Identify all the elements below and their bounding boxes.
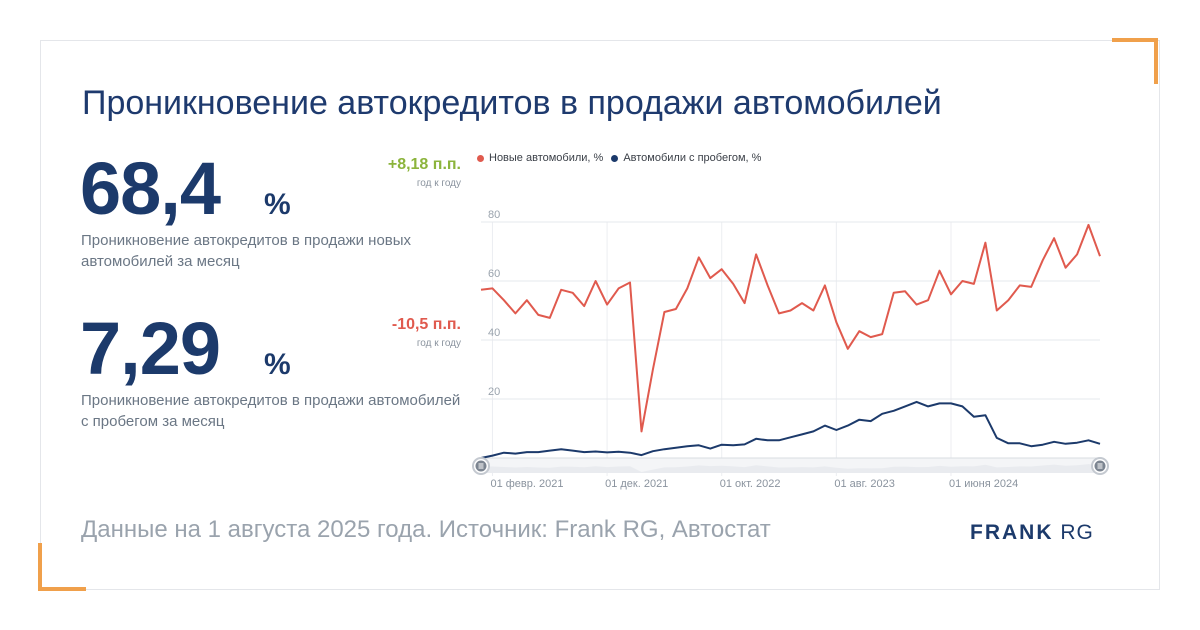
legend-item-new[interactable]: Новые автомобили, % xyxy=(477,152,603,164)
x-tick-label: 01 июня 2024 xyxy=(949,478,1018,490)
kpi-new-value: 68,4 xyxy=(80,147,221,230)
frank-rg-logo: FRANK RG xyxy=(970,521,1094,544)
kpi-used-delta-note: год к году xyxy=(416,338,461,349)
x-tick-label: 01 окт. 2022 xyxy=(720,478,781,490)
navigator-handle-left[interactable] xyxy=(472,457,490,475)
series-line-0 xyxy=(480,223,1101,433)
y-tick-label: 80 xyxy=(488,209,500,221)
y-tick-label: 40 xyxy=(488,327,500,339)
corner-accent-bottom-left xyxy=(38,543,86,591)
y-tick-label: 60 xyxy=(488,268,500,280)
y-tick-label: 20 xyxy=(488,386,500,398)
line-chart: 20 40 60 80 01 февр. 2021 01 дек. 2021 01 окт.… xyxy=(472,209,1109,490)
corner-accent-top-right xyxy=(1112,38,1158,84)
x-tick-label: 01 авг. 2023 xyxy=(834,478,895,490)
chart-legend: Новые автомобили, % Автомобили с пробего… xyxy=(477,152,761,164)
legend-dot-used xyxy=(611,154,619,162)
legend-label-used: Автомобили с пробегом, % xyxy=(623,152,762,164)
card-frame xyxy=(40,40,1160,590)
kpi-new-description: Проникновение автокредитов в продажи нов… xyxy=(81,232,412,270)
page-title: Проникновение автокредитов в продажи авт… xyxy=(82,84,942,122)
legend-label-new: Новые автомобили, % xyxy=(489,152,604,164)
navigator-area xyxy=(481,464,1100,473)
x-tick-label: 01 дек. 2021 xyxy=(605,478,668,490)
footer-source: Данные на 1 августа 2025 года. Источник:… xyxy=(81,516,771,543)
legend-item-used[interactable]: Автомобили с пробегом, % xyxy=(611,152,761,164)
legend-dot-new xyxy=(477,154,484,162)
kpi-used-value: 7,29 xyxy=(80,307,221,390)
kpi-new-unit: % xyxy=(264,188,291,221)
series-line-1 xyxy=(480,400,1101,459)
kpi-new-delta-note: год к году xyxy=(416,178,461,189)
kpi-new-delta: +8,18 п.п. xyxy=(387,156,461,173)
x-tick-label: 01 февр. 2021 xyxy=(490,478,563,490)
kpi-used-unit: % xyxy=(264,348,291,381)
kpi-used-delta: -10,5 п.п. xyxy=(391,316,461,333)
kpi-used-description: Проникновение автокредитов в продажи авт… xyxy=(81,392,461,430)
navigator-handle-right[interactable] xyxy=(1091,457,1109,475)
